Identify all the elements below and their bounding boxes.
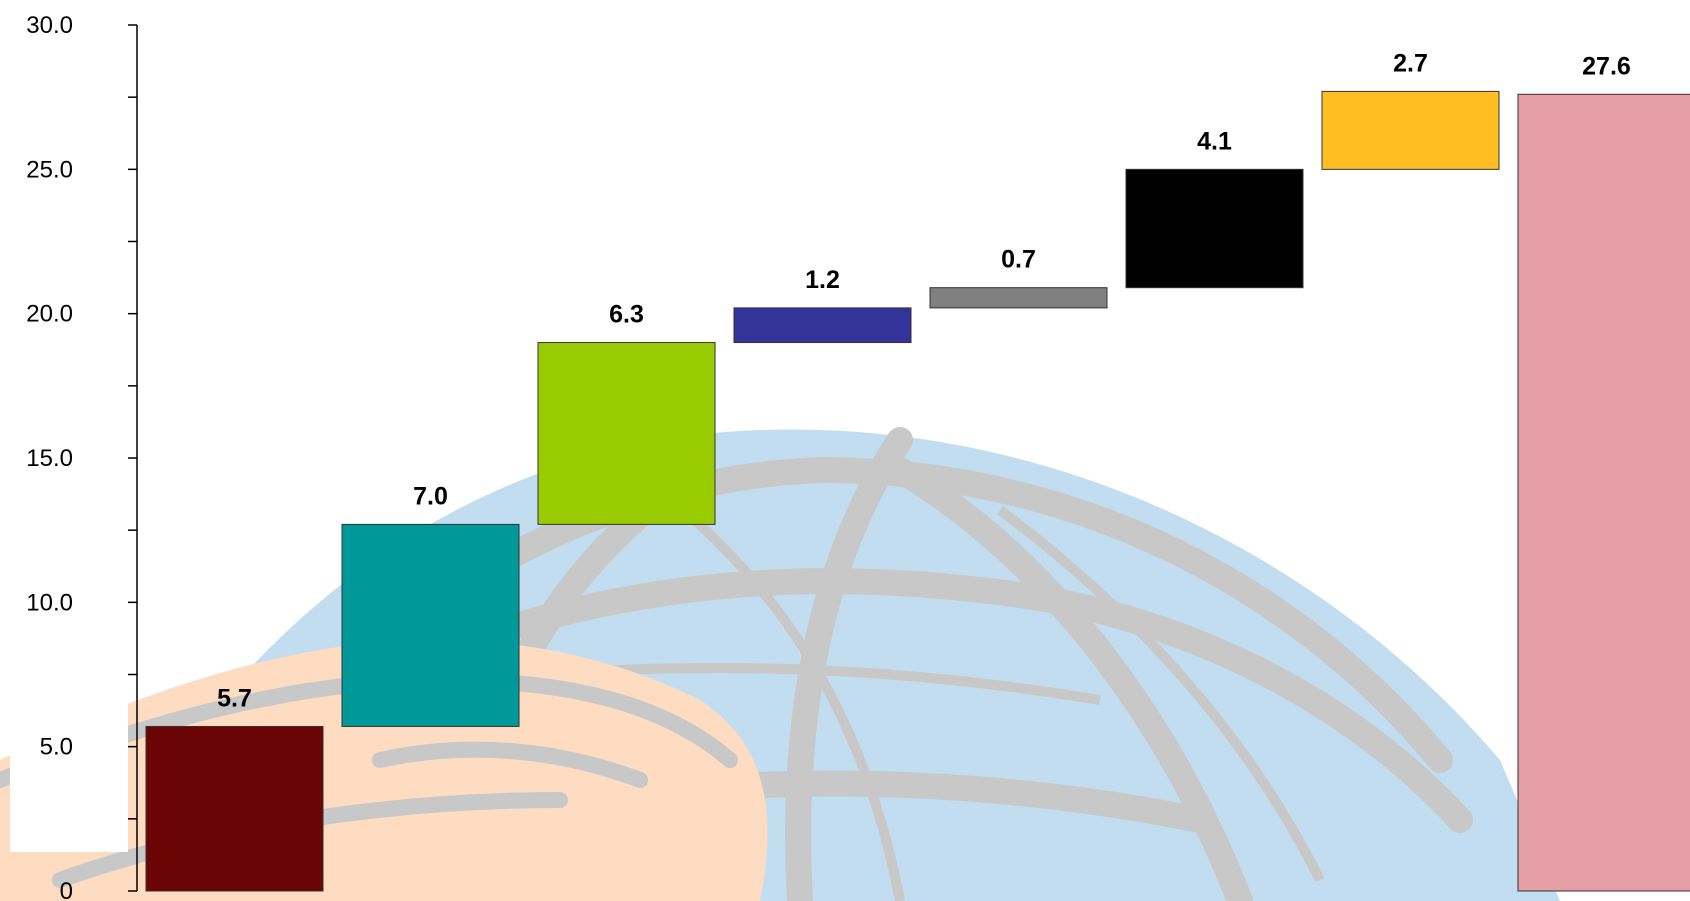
bar-8-label: 27.6	[1582, 52, 1631, 80]
bar-1-label: 5.7	[217, 684, 252, 712]
bar-8	[1517, 93, 1690, 892]
y-axis: 0 5.0 10.0 15.0 20.0 25.0 30.0	[26, 12, 138, 901]
bar-3-label: 6.3	[609, 301, 644, 329]
bar-1	[145, 725, 324, 892]
bar-2-label: 7.0	[413, 482, 448, 510]
y-tick-label: 0	[60, 878, 73, 901]
label-backdrop	[10, 690, 128, 852]
bar-2	[341, 523, 520, 727]
bar-4-label: 1.2	[805, 266, 840, 294]
bar-4	[733, 307, 912, 344]
y-tick-label: 30.0	[26, 12, 73, 39]
y-tick-label: 25.0	[26, 156, 73, 183]
y-tick-label: 15.0	[26, 445, 73, 472]
bar-6	[1125, 168, 1304, 289]
bar-7-label: 2.7	[1393, 49, 1428, 77]
bar-5-label: 0.7	[1001, 246, 1036, 274]
y-tick-label: 20.0	[26, 301, 73, 328]
bar-3	[537, 342, 716, 525]
bar-7	[1321, 90, 1500, 170]
data-labels-group: 5.7 7.0 6.3 1.2 0.7 4.1 2.7 27.6	[217, 49, 1631, 712]
y-tick-label: 5.0	[40, 734, 73, 761]
bar-6-label: 4.1	[1197, 127, 1232, 155]
bars-group	[145, 90, 1690, 892]
y-tick-label: 10.0	[26, 589, 73, 616]
bar-5	[929, 287, 1108, 309]
